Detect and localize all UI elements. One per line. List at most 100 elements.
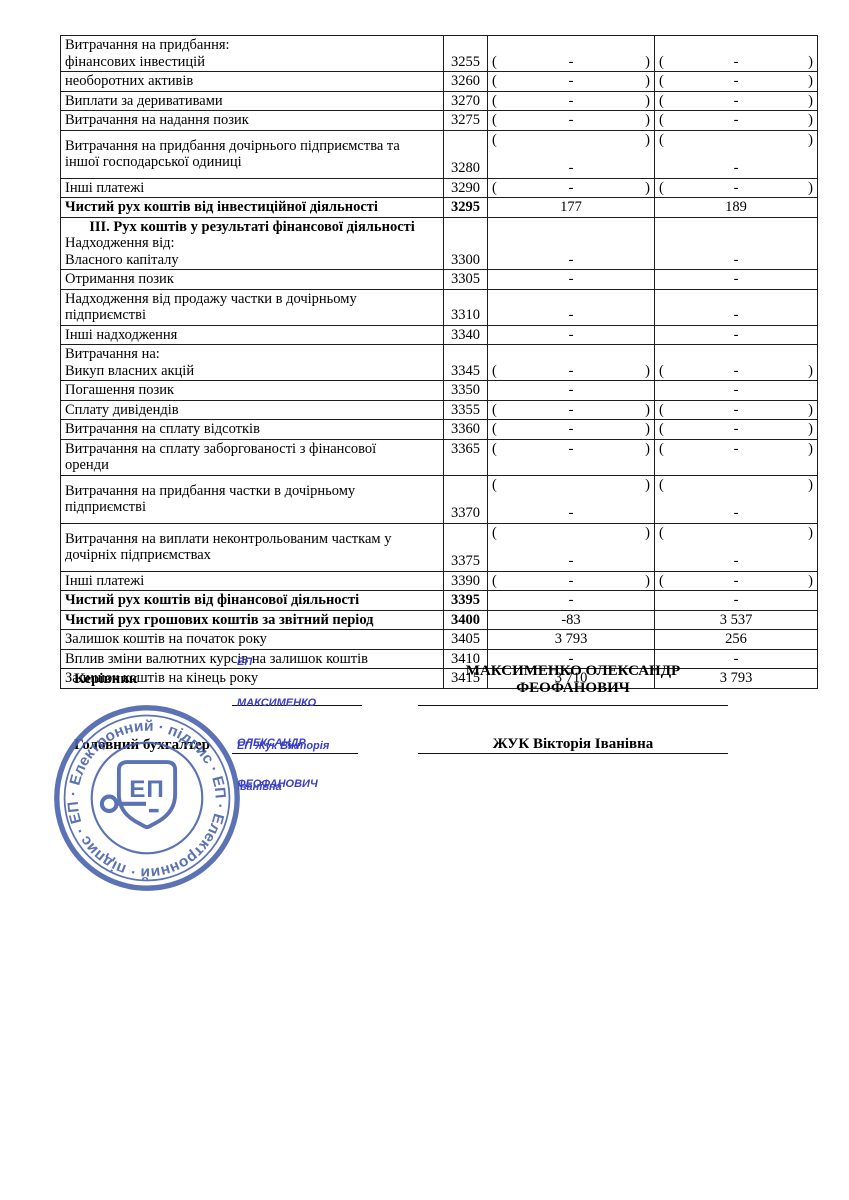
ep-line: МАКСИМЕНКО (237, 696, 317, 709)
ep-line: ЕП (237, 656, 253, 668)
row-label: Чистий рух грошових коштів за звітний пе… (60, 609, 444, 630)
label-line: підприємстві (65, 307, 146, 323)
ep-line: Іванівна (237, 780, 282, 793)
row-label: Отримання позик (60, 269, 444, 290)
label-line: Залишок коштів на кінець року (65, 670, 259, 686)
table-row: Витрачання на виплати неконтрольованим ч… (60, 522, 818, 572)
row-code: 3295 (443, 197, 488, 218)
value-period: - (487, 324, 655, 345)
label-line: Сплату дивідендів (65, 401, 179, 418)
value-period: - (487, 216, 655, 270)
value-prior: (-) (654, 419, 818, 440)
row-label: Витрачання на придбання частки в дочірнь… (60, 474, 444, 524)
accountant-role-label: Головний бухгалтер (74, 737, 211, 753)
label-line: Чистий рух коштів від фінансової діяльно… (65, 592, 360, 608)
row-label: Надходження від продажу частки в дочірнь… (60, 288, 444, 326)
value-period: (-) (487, 35, 655, 72)
table-row: Чистий рух грошових коштів за звітний пе… (60, 609, 818, 630)
value-period: - (487, 590, 655, 611)
value-prior: (-) (654, 90, 818, 111)
label-line: іншої господарської одиниці (65, 154, 242, 170)
row-code: 3300 (443, 216, 488, 270)
table-row: Отримання позик 3305- - (60, 269, 818, 290)
table-row: Витрачання на: Викуп власних акцій 3345(-)… (60, 344, 818, 381)
label-line: Інші надходження (65, 326, 178, 343)
table-row: Залишок коштів на початок року 3405 3 793 2… (60, 629, 818, 650)
value-period: 177 (487, 197, 655, 218)
row-label: Витрачання на виплати неконтрольованим ч… (60, 522, 444, 572)
label-line: Чистий рух коштів від інвестиційної діял… (65, 199, 378, 215)
row-label: Чистий рух коштів від інвестиційної діял… (60, 197, 444, 218)
label-line: Погашення позик (65, 382, 175, 398)
shield-icon (116, 760, 178, 830)
row-code: 3360 (443, 419, 488, 440)
signature-line (232, 705, 362, 706)
table-row: Витрачання на сплату відсотків 3360(-)(-) (60, 419, 818, 440)
value-prior: (-) (654, 110, 818, 131)
row-code: 3375 (443, 522, 488, 572)
key-icon (99, 794, 119, 814)
value-prior: () - (654, 522, 818, 572)
row-code: 3370 (443, 474, 488, 524)
accountant-name: ЖУК Вікторія Іванівна (492, 736, 654, 752)
ep-signature-director: ЕП МАКСИМЕНКО ОЛЕКСАНДР ФЕОФАНОВИЧ (237, 629, 318, 818)
table-row: Чистий рух коштів від фінансової діяльно… (60, 590, 818, 611)
label-line: Витрачання на виплати неконтрольованим ч… (65, 530, 392, 547)
signature-line (418, 753, 728, 754)
value-period: (-) (487, 90, 655, 111)
value-period: - (487, 288, 655, 326)
row-code: 3270 (443, 90, 488, 111)
row-label: Залишок коштів на кінець року (60, 668, 444, 689)
label-line: Витрачання на придбання частки в дочірнь… (65, 482, 356, 499)
table-row: Надходження від продажу частки в дочірнь… (60, 288, 818, 326)
stamp-middle-ring (63, 714, 231, 882)
row-code: 3415 (443, 668, 488, 689)
value-prior: - (654, 269, 818, 290)
value-period: (-) (487, 570, 655, 591)
row-label: Інші платежі (60, 177, 444, 198)
value-period: (-) (487, 71, 655, 92)
table-row: Інші надходження 3340- - (60, 324, 818, 345)
row-label: Витрачання на придбання дочірнього підпр… (60, 129, 444, 179)
row-label: Чистий рух коштів від фінансової діяльно… (60, 590, 444, 611)
value-period: (-) (487, 344, 655, 381)
value-prior: - (654, 324, 818, 345)
label-line: Власного капіталу (65, 251, 179, 268)
row-label: Виплати за деривативами (60, 90, 444, 111)
label-line: Витрачання на сплату відсотків (65, 421, 260, 437)
value-prior: - (654, 380, 818, 401)
row-code: 3355 (443, 399, 488, 420)
row-label: Витрачання на сплату заборгованості з фі… (60, 438, 444, 476)
label-line: Витрачання на придбання: (65, 37, 230, 53)
value-period: - (487, 269, 655, 290)
value-prior: () - (654, 474, 818, 524)
row-label: Сплату дивідендів (60, 399, 444, 420)
row-code: 3345 (443, 344, 488, 381)
label-line: Витрачання на надання позик (65, 112, 249, 128)
table-row: Чистий рух коштів від інвестиційної діял… (60, 197, 818, 218)
label-line: Вплив зміни валютних курсів на залишок к… (65, 650, 368, 667)
row-code: 3350 (443, 380, 488, 401)
row-code: 3400 (443, 609, 488, 630)
section-header: III. Рух коштів у результаті фінансової … (89, 218, 415, 235)
stamp-outer-ring (54, 705, 240, 891)
value-period: (-) (487, 419, 655, 440)
value-prior: - (654, 590, 818, 611)
label-line: оренди (65, 457, 109, 473)
row-code: 3255 (443, 35, 488, 72)
table-row: Витрачання на надання позик 3275(-)(-) (60, 110, 818, 131)
ep-line: ОЛЕКСАНДР (237, 737, 306, 749)
label-line: Отримання позик (65, 271, 174, 287)
table-row: III. Рух коштів у результаті фінансової … (60, 216, 818, 270)
row-label: Погашення позик (60, 380, 444, 401)
value-prior: (-) (654, 71, 818, 92)
value-prior: (-) (654, 570, 818, 591)
label-line: Залишок коштів на початок року (65, 631, 267, 647)
table-row: Витрачання на придбання: фінансових інвес… (60, 35, 818, 72)
label-line: Витрачання на: (65, 346, 160, 362)
label-line: Надходження від продажу частки в дочірнь… (65, 290, 357, 307)
table-row: Витрачання на придбання частки в дочірнь… (60, 474, 818, 524)
ep-signature-accountant: ЕП Жук Вікторія Іванівна (237, 713, 329, 821)
value-prior: 189 (654, 197, 818, 218)
